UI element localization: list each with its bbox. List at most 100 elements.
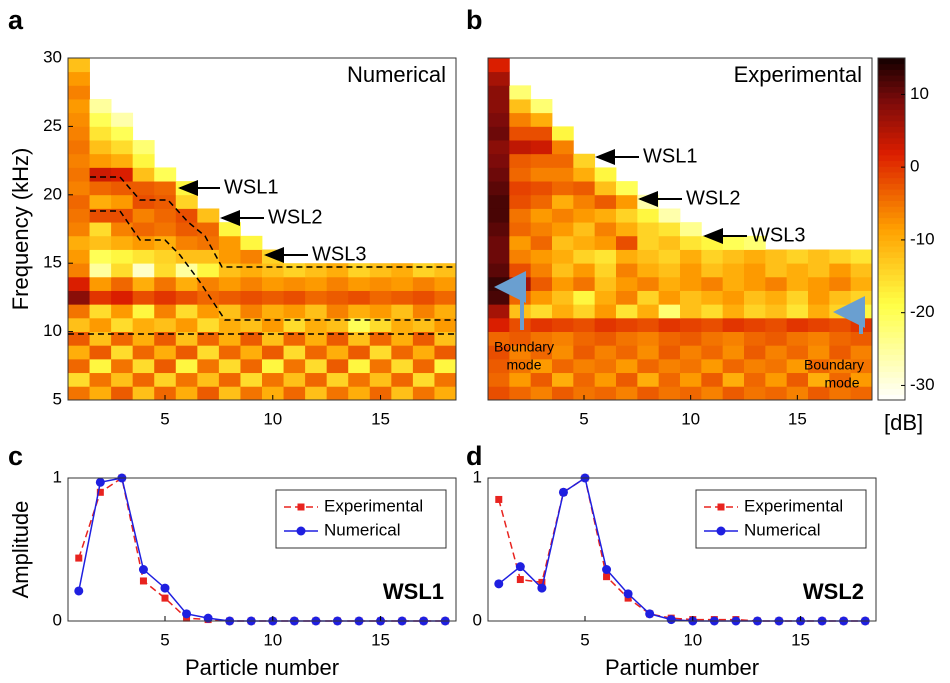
marker — [537, 583, 547, 593]
heat-cell — [765, 317, 788, 332]
heat-cell — [488, 153, 510, 168]
heat-cell — [488, 99, 510, 114]
heat-cell — [132, 290, 155, 305]
heat-cell — [262, 331, 284, 346]
colorbar-step — [878, 240, 905, 247]
heat-cell — [509, 194, 532, 209]
heat-cell — [154, 222, 177, 237]
heat-cell — [680, 345, 702, 360]
heat-cell — [240, 235, 263, 250]
heat-cell — [594, 372, 617, 387]
heat-cell — [594, 208, 617, 223]
heat-cell — [154, 358, 177, 374]
heat-cell — [218, 345, 241, 360]
x-tick-label: 15 — [371, 409, 390, 428]
heat-cell — [488, 181, 510, 196]
heat-cell — [829, 317, 852, 332]
x-tick-label: 10 — [681, 409, 700, 428]
legend-box — [695, 489, 867, 549]
legend-marker — [716, 526, 726, 536]
colorbar-step — [878, 103, 905, 110]
heat-cell — [594, 222, 617, 237]
heat-cell — [552, 331, 574, 346]
heat-cell — [701, 276, 724, 291]
heat-cell — [283, 372, 306, 387]
heat-cell — [552, 372, 574, 387]
heat-cell — [530, 331, 553, 346]
heat-cell — [829, 345, 852, 360]
heat-cell — [722, 290, 745, 305]
heat-cell — [326, 304, 349, 319]
heat-cell — [154, 304, 177, 319]
x-tick-label: 10 — [263, 630, 282, 649]
heat-cell — [175, 208, 198, 223]
colorbar-step — [878, 234, 905, 241]
x-tick-label: 10 — [683, 630, 702, 649]
heat-cell — [175, 263, 198, 278]
heat-cell — [616, 372, 638, 387]
heat-cell — [218, 317, 241, 332]
heat-cell — [744, 317, 766, 332]
heat-cell — [89, 99, 112, 114]
heat-cell — [744, 372, 766, 387]
plot-frame — [67, 57, 457, 401]
panel-label: b — [466, 5, 483, 35]
heat-cell — [530, 222, 553, 237]
heat-cell — [175, 304, 198, 319]
heat-cell — [283, 345, 306, 360]
colorbar-step — [878, 303, 905, 310]
heat-cell — [197, 386, 220, 401]
colorbar-step — [878, 137, 905, 144]
heat-cell — [154, 181, 177, 196]
heat-cell — [829, 276, 852, 291]
annotations: WSL1 WSL2 WSL3 WSL1 WSL2 WSL3 Boundary m… — [68, 145, 865, 391]
heat-cell — [68, 304, 90, 319]
annotation: WSL2 — [268, 206, 322, 228]
heat-cell — [616, 235, 638, 250]
heat-cell — [305, 263, 328, 278]
heat-cell — [573, 263, 596, 278]
heat-cell — [111, 317, 134, 332]
colorbar-step — [878, 377, 905, 384]
heat-cell — [111, 153, 134, 168]
heat-cell — [111, 358, 134, 374]
heat-cell — [530, 249, 553, 264]
y-tick-label: 30 — [43, 47, 62, 66]
heat-cell — [616, 208, 638, 223]
heat-cell — [240, 276, 263, 291]
heat-cell — [829, 263, 852, 278]
heat-cell — [530, 208, 553, 223]
heat-cell — [305, 276, 328, 291]
heat-cell — [197, 304, 220, 319]
heat-cell — [637, 235, 660, 250]
heat-cell — [240, 304, 263, 319]
heat-cell — [680, 263, 702, 278]
colorbar-tick-label: -10 — [910, 229, 935, 248]
heat-cell — [305, 358, 328, 374]
heat-cell — [262, 263, 284, 278]
heat-cell — [594, 181, 617, 196]
heat-cell — [68, 317, 90, 332]
heat-cell — [68, 263, 90, 278]
heat-cell — [701, 386, 724, 401]
colorbar-step — [878, 314, 905, 321]
heat-cell — [154, 263, 177, 278]
heat-cell — [701, 372, 724, 387]
heat-cell — [218, 290, 241, 305]
colorbar-step — [878, 211, 905, 219]
plot-frame — [487, 57, 873, 401]
colorbar-step — [878, 348, 905, 355]
colorbar-step — [878, 194, 905, 201]
heat-cell — [111, 372, 134, 387]
heat-cell — [680, 358, 702, 374]
heat-cell — [488, 126, 510, 141]
heat-cell — [132, 304, 155, 319]
heat-cell — [552, 167, 574, 182]
heat-cell — [369, 386, 392, 401]
heat-cell — [680, 290, 702, 305]
heat-cell — [594, 167, 617, 182]
marker — [603, 573, 611, 581]
heat-cell — [637, 263, 660, 278]
heat-cell — [701, 249, 724, 264]
y-axis-label: Amplitude — [8, 501, 33, 599]
